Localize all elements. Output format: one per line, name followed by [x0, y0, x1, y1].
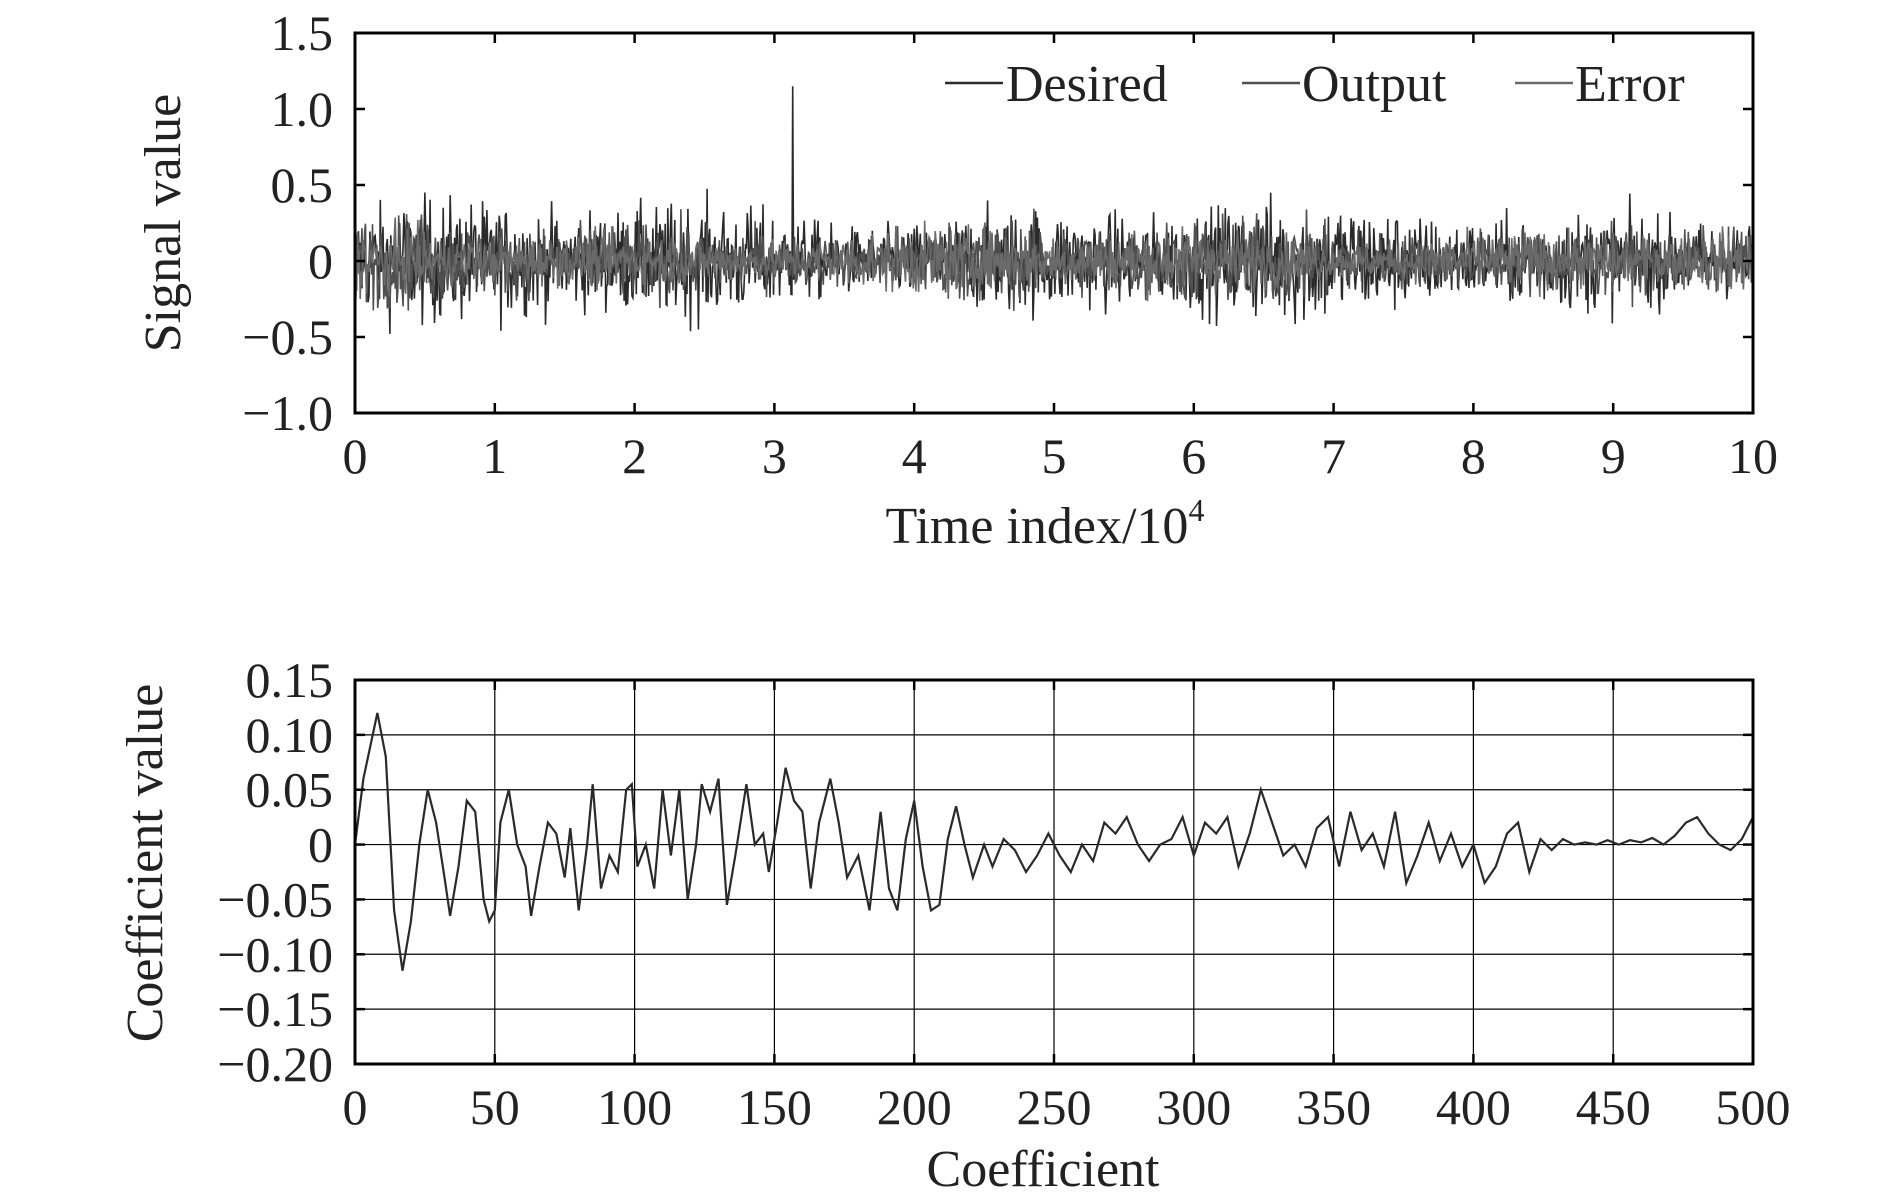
x-tick-label: 7 — [1321, 428, 1346, 484]
x-tick-label: 10 — [1728, 428, 1778, 484]
signal-series-group — [354, 86, 1754, 334]
legend-label-output: Output — [1302, 56, 1447, 113]
y-tick-label: 1.0 — [271, 81, 334, 137]
x-tick-label: 100 — [597, 1079, 672, 1135]
x-tick-label: 200 — [877, 1079, 952, 1135]
y-tick-label: −0.5 — [242, 309, 333, 365]
legend-label-error: Error — [1575, 56, 1685, 113]
x-tick-label: 500 — [1716, 1079, 1791, 1135]
y-tick-label: 0 — [308, 233, 333, 289]
coefficient-x-axis-label: Coefficient — [927, 1141, 1161, 1193]
y-tick-label: 0.05 — [246, 762, 334, 818]
x-tick-label: 2 — [622, 428, 647, 484]
x-tick-label: 8 — [1461, 428, 1486, 484]
signal-x-axis-label-exponent: 4 — [1188, 492, 1204, 528]
x-tick-label: 9 — [1601, 428, 1626, 484]
coefficient-panel: 0 50 100 150 200 250 300 350 400 450 500 −0.20−0.15… — [117, 652, 1791, 1193]
x-tick-label: 0 — [343, 428, 368, 484]
y-tick-label: −1.0 — [242, 385, 333, 441]
x-tick-label: 250 — [1017, 1079, 1092, 1135]
x-tick-label: 300 — [1156, 1079, 1231, 1135]
x-tick-label: 400 — [1436, 1079, 1511, 1135]
x-tick-label: 0 — [343, 1079, 368, 1135]
signal-axis-ticks: 0 1 2 3 4 5 6 7 8 9 10 −1.0 −0.5 0 0.5 1.0 1.5 — [242, 5, 1778, 484]
series-line-desired — [354, 86, 1754, 334]
x-tick-label: 1 — [482, 428, 507, 484]
y-tick-label: −0.05 — [217, 871, 333, 927]
y-tick-label: 1.5 — [271, 5, 334, 61]
y-tick-label: 0.15 — [246, 652, 334, 708]
y-tick-label: −0.15 — [217, 981, 333, 1037]
signal-panel: 0 1 2 3 4 5 6 7 8 9 10 −1.0 −0.5 0 0.5 1.0 1.5 Desired O… — [135, 5, 1778, 555]
series-line-error — [354, 217, 1754, 302]
x-tick-label: 350 — [1296, 1079, 1371, 1135]
y-tick-label: −0.20 — [217, 1036, 333, 1092]
x-tick-label: 3 — [762, 428, 787, 484]
x-tick-label: 450 — [1576, 1079, 1651, 1135]
coefficient-axis-ticks: 0 50 100 150 200 250 300 350 400 450 500 −0.20−0.15… — [217, 652, 1790, 1135]
legend-label-desired: Desired — [1006, 56, 1168, 113]
signal-x-axis-label: Time index/104 — [886, 492, 1205, 555]
y-tick-label: −0.10 — [217, 926, 333, 982]
signal-x-axis-label-text: Time index/10 — [886, 498, 1189, 555]
x-tick-label: 150 — [737, 1079, 812, 1135]
coefficient-grid — [355, 680, 1753, 1064]
signal-legend: Desired Output Error — [945, 56, 1685, 113]
y-tick-label: 0.10 — [246, 707, 334, 763]
coefficient-line — [353, 712, 1754, 971]
x-tick-label: 6 — [1181, 428, 1206, 484]
signal-y-axis-label: Signal value — [135, 94, 192, 353]
y-tick-label: 0 — [308, 817, 333, 873]
x-tick-label: 4 — [902, 428, 927, 484]
y-tick-label: 0.5 — [271, 157, 334, 213]
x-tick-label: 5 — [1042, 428, 1067, 484]
x-tick-label: 50 — [470, 1079, 520, 1135]
coefficient-y-axis-label: Coefficient value — [117, 684, 174, 1043]
